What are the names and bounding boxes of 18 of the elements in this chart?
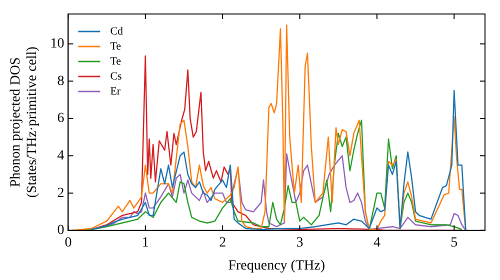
x-tick-label: 5 — [450, 235, 458, 250]
y-tick-label: 8 — [57, 74, 64, 89]
x-tick-label: 1 — [142, 235, 149, 250]
legend-label: Cs — [110, 70, 122, 82]
y-tick-label: 0 — [57, 223, 64, 238]
x-tick-label: 2 — [219, 235, 226, 250]
legend-label: Te — [110, 55, 122, 68]
legend-label: Cd — [110, 25, 124, 38]
y-tick-label: 4 — [57, 148, 64, 164]
y-axis-title: Phonon projected DOS (States/THz·primitive cell) — [8, 46, 40, 198]
x-tick-label: 3 — [296, 235, 304, 250]
y-tick-label: 6 — [57, 111, 64, 126]
x-axis-title: Frequency (THz) — [228, 258, 326, 274]
legend-label: Te — [110, 40, 122, 52]
x-tick-label: 4 — [373, 235, 380, 250]
legend-label: Er — [110, 85, 121, 98]
y-tick-label: 2 — [57, 186, 64, 201]
y-tick-label: 10 — [50, 36, 64, 52]
